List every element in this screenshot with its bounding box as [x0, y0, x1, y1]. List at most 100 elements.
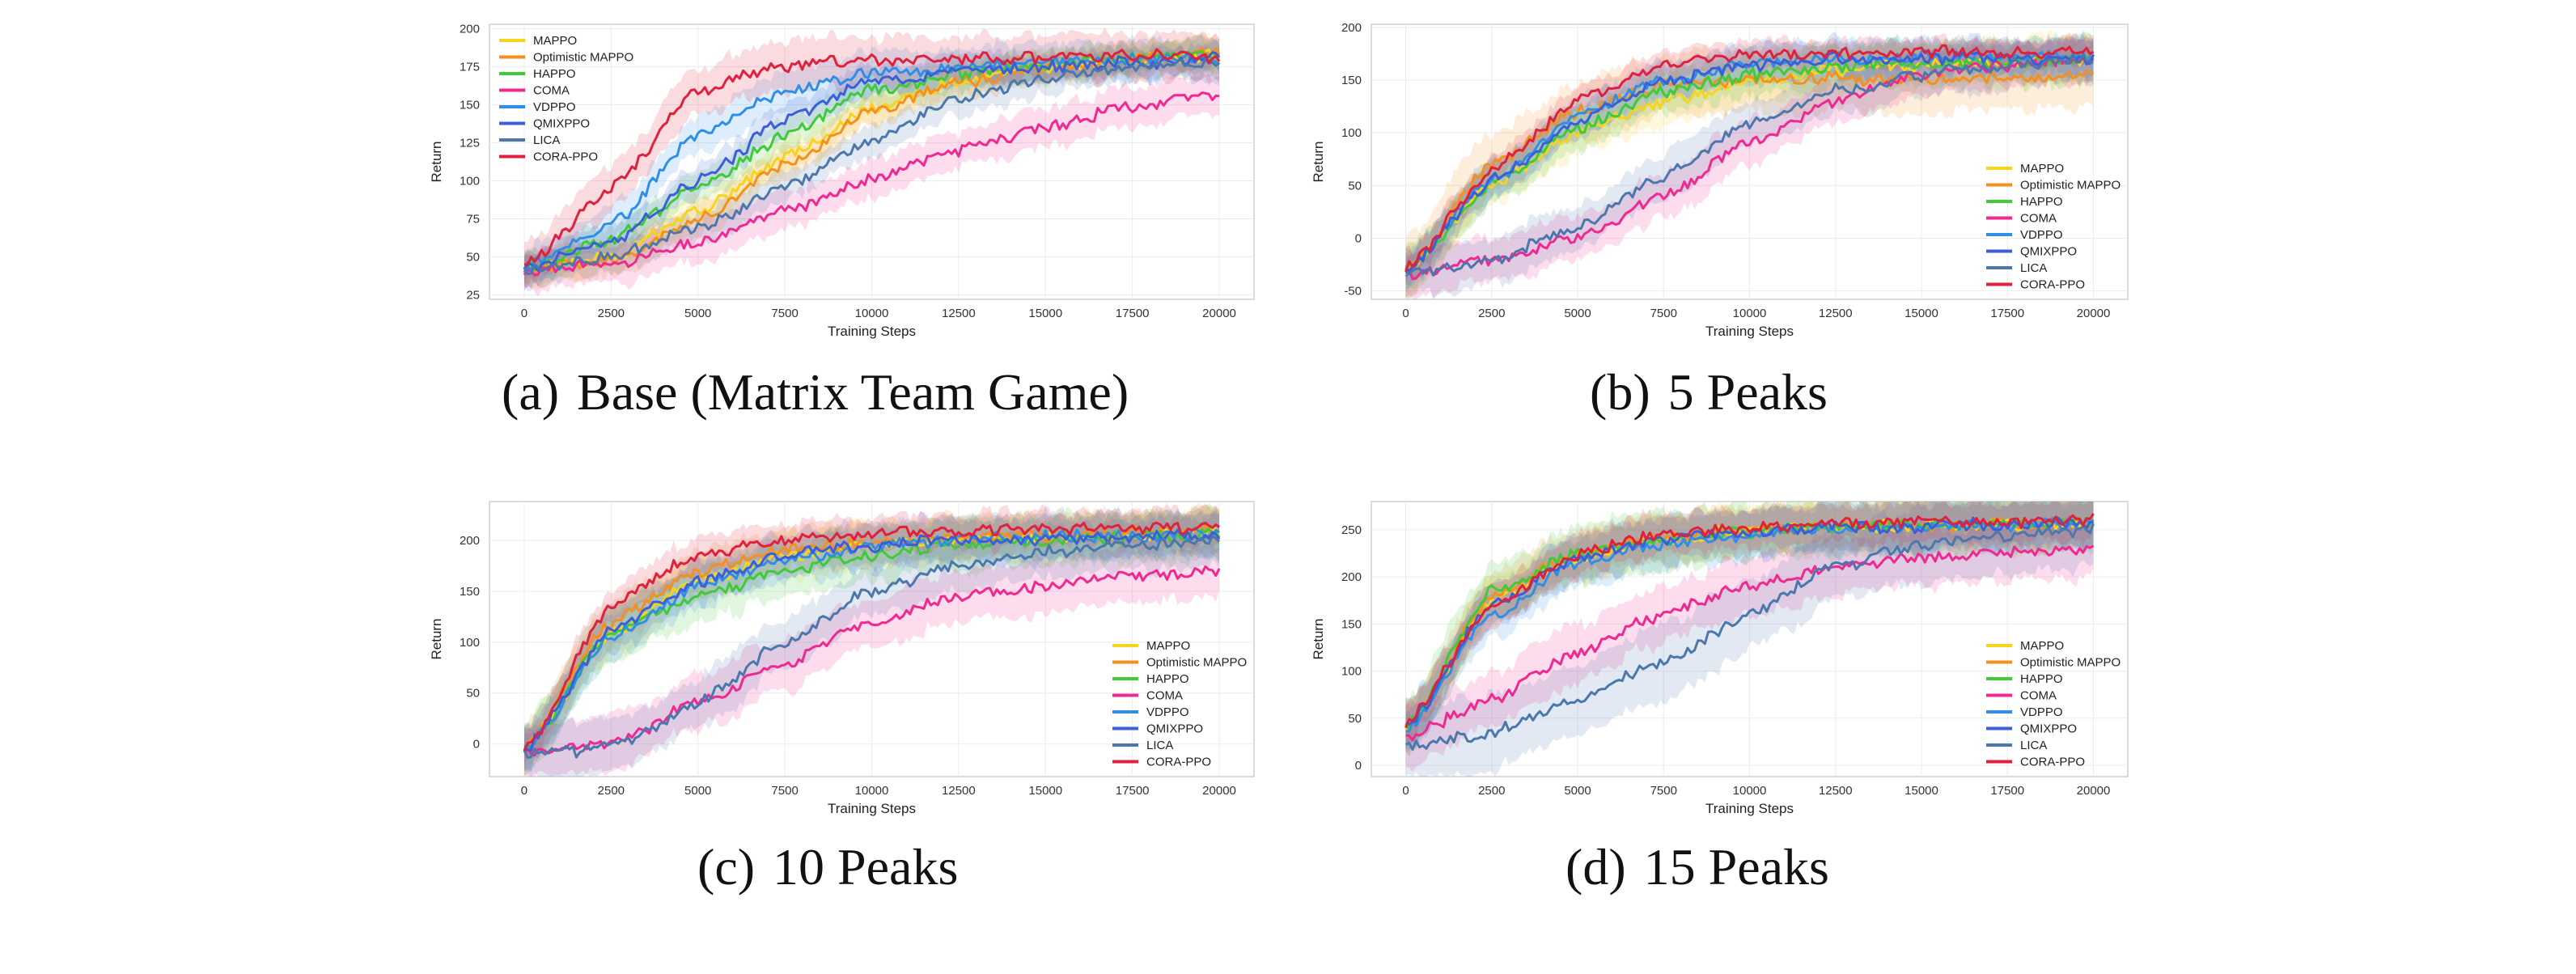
chart-c-xtick-label: 12500 — [942, 784, 976, 798]
chart-a-ytick-label: 200 — [460, 23, 480, 36]
chart-a-series-lica — [523, 57, 1221, 276]
chart-a-ytick-label: 50 — [466, 250, 480, 264]
chart-b-ytick-label: 100 — [1341, 126, 1362, 140]
chart-d-xtick-label: 20000 — [2077, 784, 2111, 798]
chart-c-series-cora-ppo — [523, 521, 1220, 752]
chart-b-xtick-label: 2500 — [1478, 307, 1505, 320]
chart-b-lines — [1405, 44, 2095, 281]
chart-c-band-lica — [524, 510, 1219, 777]
chart-c-lines — [523, 521, 1221, 759]
chart-b-xtick-label: 0 — [1402, 307, 1409, 320]
chart-d-xtick-label: 2500 — [1478, 784, 1505, 798]
chart-b-svg: 0 2500 5000 7500 10000 12500 15000 17500 20000 -5… — [1311, 21, 2129, 339]
caption-b-tag: (b) — [1590, 363, 1650, 421]
chart-b-ytick-label: 150 — [1341, 74, 1362, 87]
chart-a-legend-label-cora-ppo: CORA-PPO — [533, 150, 598, 164]
chart-c-ylabel: Return — [429, 618, 444, 659]
chart-c-xtick-label: 2500 — [598, 784, 625, 798]
chart-d-ytick-label: 250 — [1341, 523, 1362, 537]
chart-b-band-vdppo — [1405, 33, 2094, 293]
chart-b-series-coma — [1405, 54, 2095, 281]
chart-b-ytick-label: 200 — [1341, 21, 1362, 35]
chart-b-xlabel: Training Steps — [1705, 324, 1794, 339]
chart-a-ytick-label: 125 — [460, 137, 480, 150]
chart-d-legend-label-vdppo: VDPPO — [2020, 705, 2063, 719]
chart-a-xtick-label: 2500 — [598, 307, 625, 320]
chart-c-legend: MAPPO Optimistic MAPPO HAPPO COMA VDPPO QMIXP… — [1112, 639, 1247, 769]
caption-c-tag: (c) — [697, 838, 756, 896]
caption-c: (c) 10 Peaks — [697, 837, 958, 897]
chart-b-xtick-label: 10000 — [1733, 307, 1767, 320]
chart-c-xtick-label: 0 — [521, 784, 527, 798]
chart-d-legend-label-optimistic-mappo: Optimistic MAPPO — [2020, 656, 2121, 670]
chart-d-series-coma — [1405, 544, 2095, 742]
chart-c-legend-label-happo: HAPPO — [1146, 672, 1189, 686]
chart-d-legend-label-mappo: MAPPO — [2020, 639, 2064, 653]
chart-d-legend: MAPPO Optimistic MAPPO HAPPO COMA VDPPO QMIXP… — [1986, 639, 2121, 769]
chart-a-svg: 0 2500 5000 7500 10000 12500 15000 17500 20000 25… — [429, 23, 1255, 339]
chart-c-series-happo — [523, 527, 1221, 751]
chart-a-ytick-label: 75 — [466, 212, 480, 226]
caption-d-tag: (d) — [1566, 838, 1626, 896]
chart-d-lines — [1405, 513, 2095, 752]
chart-a-band-lica — [524, 44, 1219, 292]
caption-b-text: 5 Peaks — [1667, 363, 1828, 421]
chart-c-legend-label-optimistic-mappo: Optimistic MAPPO — [1146, 656, 1247, 670]
chart-c-xtick-label: 10000 — [855, 784, 889, 798]
chart-d-xtick-label: 7500 — [1650, 784, 1677, 798]
chart-a-ytick-label: 25 — [466, 288, 480, 302]
chart-c-ytick-label: 50 — [466, 687, 480, 701]
chart-d-svg: 0 2500 5000 7500 10000 12500 15000 17500 20000 0 5… — [1311, 501, 2129, 816]
chart-d-ytick-label: 150 — [1341, 617, 1362, 631]
chart-c-series-qmixppo — [523, 529, 1221, 752]
chart-d-band-lica — [1405, 502, 2094, 777]
chart-a-legend-label-lica: LICA — [533, 133, 560, 147]
chart-a-xlabel: Training Steps — [828, 324, 916, 339]
chart-b-xtick-label: 5000 — [1564, 307, 1591, 320]
chart-c-ytick-label: 100 — [460, 636, 480, 650]
chart-d-xtick-label: 5000 — [1564, 784, 1591, 798]
chart-a-xtick-label: 17500 — [1116, 307, 1150, 320]
chart-a-legend-label-coma: COMA — [533, 84, 570, 98]
chart-a-ytick-label: 150 — [460, 99, 480, 112]
chart-d-ytick-label: 50 — [1348, 712, 1362, 726]
caption-d: (d) 15 Peaks — [1566, 837, 1829, 897]
chart-a-xtick-label: 10000 — [855, 307, 889, 320]
chart-d-series-cora-ppo — [1405, 513, 2095, 729]
chart-a-lines — [523, 46, 1221, 277]
chart-c-ytick-label: 200 — [460, 534, 480, 548]
chart-panel-b: 0 2500 5000 7500 10000 12500 15000 17500 20000 -5… — [1303, 16, 2144, 340]
chart-d-legend-label-cora-ppo: CORA-PPO — [2020, 756, 2085, 769]
chart-c-xtick-label: 7500 — [771, 784, 798, 798]
chart-d-ytick-label: 100 — [1341, 665, 1362, 679]
chart-c-legend-label-vdppo: VDPPO — [1146, 705, 1189, 719]
chart-d-xtick-label: 10000 — [1733, 784, 1767, 798]
chart-a-series-vdppo — [523, 52, 1220, 273]
chart-a-xtick-label: 5000 — [684, 307, 711, 320]
chart-d-legend-label-happo: HAPPO — [2020, 672, 2063, 686]
chart-a-xtick-label: 0 — [521, 307, 527, 320]
chart-b-legend: MAPPO Optimistic MAPPO HAPPO COMA VDPPO QMIXP… — [1986, 162, 2121, 292]
chart-c-xlabel: Training Steps — [828, 801, 916, 816]
chart-c-legend-label-lica: LICA — [1146, 739, 1173, 752]
chart-b-legend-label-cora-ppo: CORA-PPO — [2020, 278, 2085, 292]
chart-a-legend-label-qmixppo: QMIXPPO — [533, 117, 590, 131]
caption-a: (a) Base (Matrix Team Game) — [502, 362, 1129, 422]
chart-d-xtick-label: 17500 — [1990, 784, 2024, 798]
chart-b-band-coma — [1405, 32, 2094, 300]
chart-b-ytick-label: -50 — [1344, 285, 1362, 299]
chart-d-series-lica — [1405, 523, 2095, 752]
chart-a-ylabel: Return — [429, 141, 444, 182]
chart-b-xtick-label: 15000 — [1904, 307, 1938, 320]
chart-a-legend-label-optimistic-mappo: Optimistic MAPPO — [533, 51, 633, 65]
chart-b-series-cora-ppo — [1405, 44, 2095, 273]
chart-c-xtick-label: 15000 — [1028, 784, 1062, 798]
chart-a-ytick-label: 175 — [460, 61, 480, 74]
chart-b-series-happo — [1405, 54, 2095, 269]
chart-d-xlabel: Training Steps — [1705, 801, 1794, 816]
chart-a-xtick-label: 12500 — [942, 307, 976, 320]
chart-b-band-cora-ppo — [1405, 32, 2094, 285]
chart-c-xtick-label: 5000 — [684, 784, 711, 798]
chart-b-legend-label-coma: COMA — [2020, 212, 2057, 226]
chart-b-xtick-label: 12500 — [1819, 307, 1853, 320]
